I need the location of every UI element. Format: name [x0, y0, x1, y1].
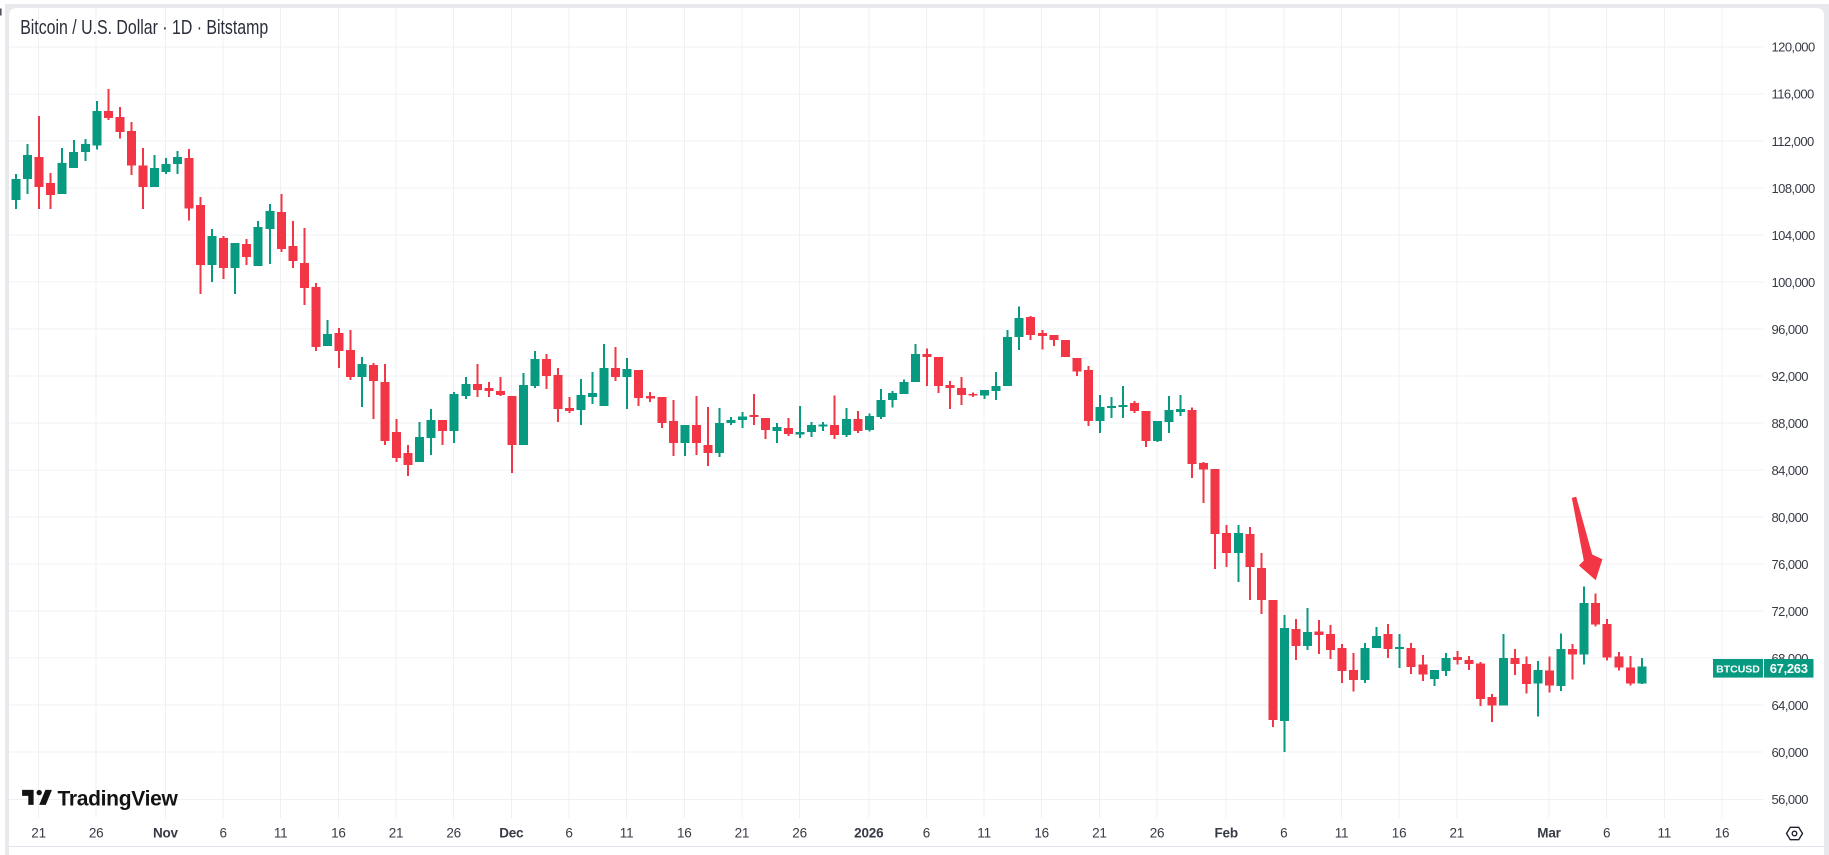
svg-text:26: 26 [792, 826, 807, 841]
svg-text:100,000: 100,000 [1772, 275, 1815, 290]
svg-text:21: 21 [1449, 826, 1464, 841]
svg-text:BTCUSD: BTCUSD [1716, 663, 1760, 675]
svg-text:Feb: Feb [1214, 826, 1237, 841]
svg-text:16: 16 [677, 826, 692, 841]
svg-text:80,000: 80,000 [1772, 510, 1809, 525]
svg-text:16: 16 [1034, 826, 1049, 841]
svg-text:56,000: 56,000 [1772, 792, 1809, 807]
svg-text:21: 21 [735, 826, 750, 841]
svg-text:2026: 2026 [854, 826, 884, 841]
svg-text:6: 6 [1603, 826, 1610, 841]
svg-text:26: 26 [446, 826, 461, 841]
svg-text:6: 6 [219, 826, 226, 841]
svg-text:92,000: 92,000 [1772, 369, 1809, 384]
svg-text:60,000: 60,000 [1772, 745, 1809, 760]
svg-text:16: 16 [331, 826, 346, 841]
svg-text:64,000: 64,000 [1772, 698, 1809, 713]
svg-text:Mar: Mar [1537, 826, 1561, 841]
svg-text:16: 16 [1392, 826, 1407, 841]
svg-text:11: 11 [1657, 826, 1671, 841]
svg-text:67,263: 67,263 [1770, 661, 1808, 676]
svg-text:104,000: 104,000 [1772, 228, 1815, 243]
svg-text:96,000: 96,000 [1772, 322, 1809, 337]
svg-text:76,000: 76,000 [1772, 557, 1809, 572]
svg-text:120,000: 120,000 [1772, 40, 1815, 55]
svg-text:84,000: 84,000 [1772, 463, 1809, 478]
svg-text:Bitcoin / U.S. Dollar · 1D · B: Bitcoin / U.S. Dollar · 1D · Bitstamp [20, 17, 268, 39]
svg-text:6: 6 [1280, 826, 1287, 841]
svg-text:21: 21 [389, 826, 404, 841]
svg-text:11: 11 [274, 826, 288, 841]
svg-text:21: 21 [1092, 826, 1107, 841]
svg-text:21: 21 [31, 826, 46, 841]
svg-text:16: 16 [1715, 826, 1730, 841]
svg-text:6: 6 [565, 826, 572, 841]
svg-text:TradingView: TradingView [58, 788, 179, 811]
svg-text:108,000: 108,000 [1772, 181, 1815, 196]
svg-text:Dec: Dec [499, 826, 524, 841]
svg-text:11: 11 [620, 826, 634, 841]
svg-text:6: 6 [923, 826, 930, 841]
svg-text:Nov: Nov [153, 826, 179, 841]
svg-text:11: 11 [977, 826, 991, 841]
svg-text:26: 26 [1150, 826, 1165, 841]
svg-text:88,000: 88,000 [1772, 416, 1809, 431]
svg-text:26: 26 [89, 826, 104, 841]
svg-text:116,000: 116,000 [1772, 87, 1814, 102]
svg-text:72,000: 72,000 [1772, 604, 1809, 619]
svg-text:112,000: 112,000 [1772, 134, 1814, 149]
svg-text:11: 11 [1335, 826, 1349, 841]
